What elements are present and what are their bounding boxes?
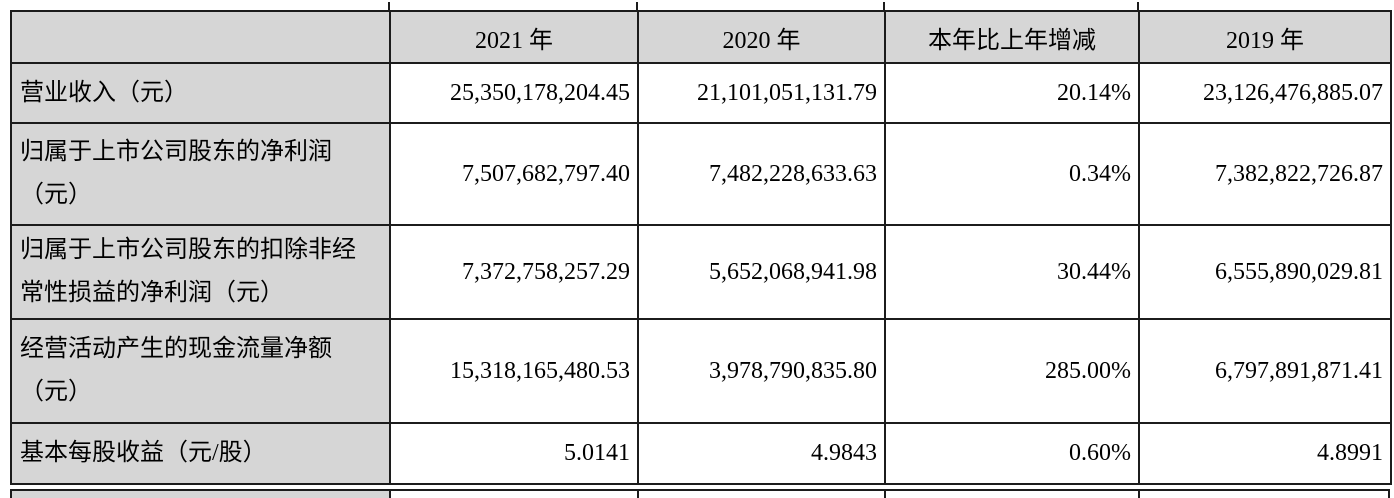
- value-2020: 5,652,068,941.98: [637, 224, 886, 320]
- table-row-basic-eps: 基本每股收益（元/股） 5.0141 4.9843 0.60% 4.8991: [10, 422, 1392, 485]
- header-cell-empty: [10, 10, 391, 64]
- value-2021: 25,350,178,204.45: [389, 62, 639, 124]
- value-2020: 7,482,228,633.63: [637, 122, 886, 226]
- cropped-row-border-tick: [883, 2, 885, 11]
- table-row-net-profit-excl-nonrecurring: 归属于上市公司股东的扣除非经常性损益的净利润（元） 7,372,758,257.…: [10, 224, 1392, 320]
- value-2019: 4.8991: [1138, 422, 1392, 485]
- value-2020: 4.9843: [637, 422, 886, 485]
- cropped-row-border-tick: [636, 2, 638, 11]
- cropped-next-table-row: [10, 489, 1390, 498]
- cropped-row-value-cell: [884, 491, 1138, 498]
- table-row-operating-cash-flow: 经营活动产生的现金流量净额（元） 15,318,165,480.53 3,978…: [10, 318, 1392, 424]
- header-cell-2021: 2021 年: [389, 10, 639, 64]
- table-row-net-profit: 归属于上市公司股东的净利润（元） 7,507,682,797.40 7,482,…: [10, 122, 1392, 226]
- header-cell-2019: 2019 年: [1138, 10, 1392, 64]
- cropped-row-value-cell: [1138, 491, 1390, 498]
- header-cell-yoy-change: 本年比上年增减: [884, 10, 1140, 64]
- value-yoy-change: 20.14%: [884, 62, 1140, 124]
- value-2020: 3,978,790,835.80: [637, 318, 886, 424]
- header-cell-2020: 2020 年: [637, 10, 886, 64]
- value-yoy-change: 285.00%: [884, 318, 1140, 424]
- row-label: 经营活动产生的现金流量净额（元）: [10, 318, 391, 424]
- cropped-row-border-tick: [1137, 2, 1139, 11]
- cropped-row-border-tick: [388, 2, 390, 11]
- table-header-row: 2021 年 2020 年 本年比上年增减 2019 年: [10, 10, 1392, 64]
- row-label: 归属于上市公司股东的净利润（元）: [10, 122, 391, 226]
- cropped-row-value-cell: [637, 491, 884, 498]
- value-yoy-change: 0.60%: [884, 422, 1140, 485]
- value-2021: 7,507,682,797.40: [389, 122, 639, 226]
- value-2021: 7,372,758,257.29: [389, 224, 639, 320]
- value-2019: 6,797,891,871.41: [1138, 318, 1392, 424]
- value-2019: 7,382,822,726.87: [1138, 122, 1392, 226]
- value-2019: 6,555,890,029.81: [1138, 224, 1392, 320]
- value-2021: 5.0141: [389, 422, 639, 485]
- row-label: 基本每股收益（元/股）: [10, 422, 391, 485]
- cropped-row-label-cell: [10, 491, 389, 498]
- cropped-row-value-cell: [389, 491, 637, 498]
- value-2021: 15,318,165,480.53: [389, 318, 639, 424]
- table-row-revenue: 营业收入（元） 25,350,178,204.45 21,101,051,131…: [10, 62, 1392, 124]
- key-financials-table: 2021 年 2020 年 本年比上年增减 2019 年 营业收入（元） 25,…: [10, 10, 1392, 485]
- value-2019: 23,126,476,885.07: [1138, 62, 1392, 124]
- row-label: 营业收入（元）: [10, 62, 391, 124]
- value-yoy-change: 0.34%: [884, 122, 1140, 226]
- value-yoy-change: 30.44%: [884, 224, 1140, 320]
- value-2020: 21,101,051,131.79: [637, 62, 886, 124]
- row-label: 归属于上市公司股东的扣除非经常性损益的净利润（元）: [10, 224, 391, 320]
